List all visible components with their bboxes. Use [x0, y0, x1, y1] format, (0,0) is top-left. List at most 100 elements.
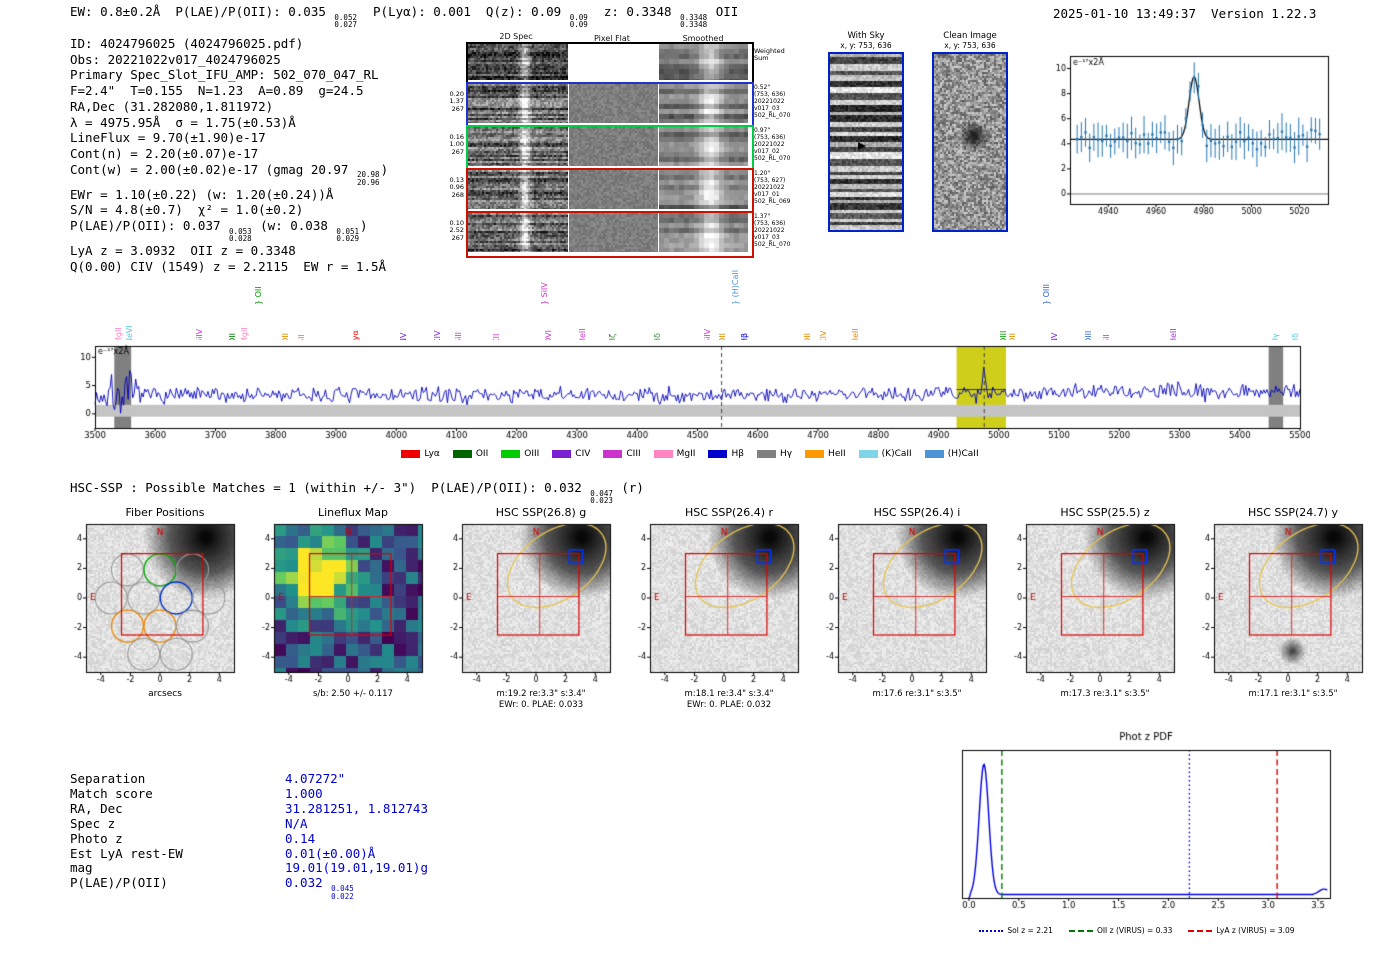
hsc-y-image [1186, 521, 1372, 689]
spec2d-image-strip [466, 168, 754, 215]
legend-color-swatch [401, 450, 421, 458]
legend-item: OII [452, 449, 489, 459]
smoothed-image [659, 170, 748, 209]
legend-item: OIII [501, 449, 539, 459]
pixel-flat-image [569, 127, 658, 166]
cutout-panel-hsc-z: HSC SSP(25.5) z m:17.3 re:3.1" s:3.5" [998, 506, 1186, 700]
hsc-match-summary: HSC-SSP : Possible Matches = 1 (within +… [70, 480, 644, 506]
legend-color-swatch [858, 450, 878, 458]
fiber-weight-values: 0.10 2.52 267 [449, 218, 464, 242]
stacked-uncertainty: 0.053 0.028 [229, 226, 252, 244]
fiber-weight-values: 0.16 1.00 267 [449, 132, 464, 156]
match-table-label: Est LyA rest-EW [70, 845, 183, 861]
header-summary: EW: 0.8±0.2Å P(LAE)/P(OII): 0.035 0.052 0… [70, 4, 739, 30]
cutout-subtext: EWr: 0. PLAE: 0.033 [498, 699, 584, 710]
legend-label: MgII [676, 449, 696, 459]
match-table-value: 0.01(±0.00)Å [285, 845, 376, 861]
spec2d-image-strip [466, 82, 754, 129]
with-sky-title: With Sky [847, 31, 885, 41]
pixel-flat-image [569, 44, 658, 80]
cutout-subtext: m:19.2 re:3.3" s:3.4" [496, 689, 586, 699]
spec2d-col-header-pixelflat: Pixel Flat [594, 34, 630, 43]
legend-label: CIII [626, 449, 641, 459]
fiber-id-text: 0.52" (753, 636) 20221022 v017_03 502_RL_070 [754, 84, 791, 119]
spectrum-legend: Lyα OII OIII CIV CIII MgII Hβ Hγ HeII (K)CaII (H)C… [70, 449, 1310, 459]
match-table-value: 0.14 [285, 830, 316, 846]
match-table-label: mag [70, 860, 93, 876]
legend-label: (K)CaII [881, 449, 912, 459]
legend-label: OII [475, 449, 489, 459]
emission-line-label: } (H)CaII [730, 269, 740, 305]
info-line: P(LAE)/P(OII): 0.037 0.053 0.028 (w: 0.03… [70, 218, 368, 244]
spec2d-col-header-smoothed: Smoothed [682, 34, 724, 43]
info-line: Cont(n) = 2.20(±0.07)e-17 [70, 145, 259, 161]
legend-label: Hβ [731, 449, 744, 459]
cutout-panel-lineflux-map: Lineflux Map s/b: 2.50 +/- 0.117 [246, 506, 434, 700]
fiber-id-text: 1.37" (753, 636) 20221022 v017_03 502_RL_070 [754, 213, 791, 248]
match-table-value: N/A [285, 815, 308, 831]
info-line: λ = 4975.95Å σ = 1.75(±0.53)Å [70, 114, 296, 130]
legend-label: Lyα [424, 449, 440, 459]
weighted-sum-label-line1: Weighted [754, 47, 785, 55]
legend-item: Hβ [708, 449, 744, 459]
spec2d-section: 2D Spec Pixel Flat Smoothed Weighted Sum… [444, 30, 804, 260]
emission-line-label: } OIII [1041, 283, 1051, 305]
legend-item: Hγ [756, 449, 792, 459]
cutout-title: HSC SSP(26.8) g [495, 506, 587, 519]
info-line: F=2.4" T=0.155 N=1.23 A=0.89 g=24.5 [70, 83, 364, 99]
match-table-row: mag 19.01(19.01,19.01)g [70, 860, 428, 876]
stacked-uncertainty: 0.051 0.029 [336, 226, 359, 244]
legend-line-swatch [1068, 929, 1093, 932]
match-table-value: 0.032 0.045 0.022 [285, 875, 354, 901]
legend-color-swatch [653, 450, 673, 458]
phot-z-legend-item: OII z (VIRUS) = 0.33 [1068, 926, 1172, 935]
phot-z-legend-item: LyA z (VIRUS) = 3.09 [1188, 926, 1295, 935]
stacked-uncertainty: 0.052 0.027 [334, 12, 357, 30]
legend-color-swatch [924, 450, 944, 458]
cutout-title: HSC SSP(25.5) z [1060, 506, 1150, 519]
cutout-title: HSC SSP(24.7) y [1247, 506, 1339, 519]
legend-color-swatch [805, 450, 825, 458]
legend-label: OIII [524, 449, 540, 459]
phot-z-legend-item: Sol z = 2.21 [979, 926, 1053, 935]
cutout-panel-hsc-g: HSC SSP(26.8) g m:19.2 re:3.3" s:3.4" EW… [434, 506, 622, 710]
weighted-sum-label-line2: Sum [754, 54, 769, 62]
info-line: Q(0.00) CIV (1549) z = 2.2115 EW r = 1.5… [70, 258, 387, 274]
pixel-flat-image [569, 84, 658, 123]
clean-image-coords: x, y: 753, 636 [944, 41, 996, 50]
cutout-subtext: m:17.6 re:3.1" s:3.5" [872, 689, 962, 699]
spec2d-image-strip [466, 42, 754, 86]
info-line: LyA z = 3.0932 OII z = 0.3348 [70, 243, 296, 259]
spec2d-image [468, 84, 568, 123]
legend-label: Sol z = 2.21 [1007, 926, 1053, 935]
phot-z-pdf-chart [936, 726, 1338, 922]
cutout-title: Fiber Positions [125, 506, 205, 519]
match-table-label: Separation [70, 771, 146, 786]
info-line: EWr = 1.10(±0.22) (w: 1.20(±0.24))Å [70, 186, 334, 202]
legend-item: HeII [805, 449, 846, 459]
emission-line-label: } OII [253, 286, 263, 305]
cutout-subtext: m:17.3 re:3.1" s:3.5" [1060, 689, 1150, 699]
match-table-value: 19.01(19.01,19.01)g [285, 860, 428, 876]
cutout-panel-hsc-y: HSC SSP(24.7) y m:17.1 re:3.1" s:3.5" [1186, 506, 1374, 700]
match-table-value: 1.000 [285, 785, 323, 801]
smoothed-image [659, 213, 748, 252]
cutout-subtext: m:18.1 re:3.4" s:3.4" [684, 689, 774, 699]
legend-item: (K)CaII [858, 449, 912, 459]
cutout-title: HSC SSP(26.4) r [684, 506, 774, 519]
match-table-row: Spec z N/A [70, 815, 428, 832]
full-spectrum-chart [70, 340, 1310, 444]
smoothed-image [659, 44, 748, 80]
fiber-positions-plot [58, 521, 244, 689]
legend-item: CIV [552, 449, 590, 459]
legend-color-swatch [501, 450, 521, 458]
stacked-uncertainty: 0.045 0.022 [331, 883, 354, 901]
match-table-label: Photo z [70, 830, 123, 846]
match-table-row: Match score 1.000 [70, 785, 428, 802]
smoothed-image [659, 127, 748, 166]
match-table-value: 31.281251, 1.812743 [285, 800, 428, 816]
legend-color-swatch [552, 450, 572, 458]
legend-label: LyA z (VIRUS) = 3.09 [1216, 926, 1295, 935]
legend-color-swatch [756, 450, 776, 458]
